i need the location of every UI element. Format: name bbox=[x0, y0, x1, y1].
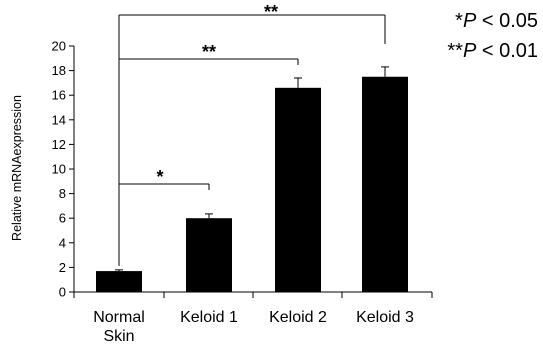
significance-marker: ** bbox=[202, 42, 216, 62]
y-tick-label: 0 bbox=[59, 285, 66, 300]
bar bbox=[96, 271, 142, 292]
significance-marker: * bbox=[156, 167, 163, 187]
y-tick-label: 4 bbox=[59, 235, 66, 250]
bar bbox=[275, 87, 321, 292]
legend-p-symbol: P bbox=[463, 10, 477, 32]
x-category-label: Keloid 2 bbox=[269, 309, 327, 326]
y-tick-label: 12 bbox=[52, 137, 66, 152]
bar bbox=[186, 218, 232, 292]
significance-marker: ** bbox=[264, 2, 278, 22]
legend-threshold: < 0.01 bbox=[476, 40, 538, 62]
y-tick-label: 6 bbox=[59, 211, 66, 226]
legend-entry: *P < 0.05 bbox=[455, 10, 538, 32]
legend-threshold: < 0.05 bbox=[476, 10, 538, 32]
y-tick-label: 8 bbox=[59, 186, 66, 201]
legend-stars: * bbox=[455, 10, 463, 32]
legend-entry: **P < 0.01 bbox=[447, 40, 538, 62]
y-tick-label: 20 bbox=[52, 39, 66, 54]
y-tick-label: 2 bbox=[59, 260, 66, 275]
x-category-label: Keloid 1 bbox=[180, 309, 238, 326]
bar bbox=[362, 76, 408, 292]
x-category-label: Skin bbox=[103, 328, 134, 345]
plot-area: 0 2 4 6 8 10 12 14 16 18 20 Normal Skin Keloid 1 Keloi… bbox=[52, 2, 433, 345]
x-category-label: Keloid 3 bbox=[356, 309, 414, 326]
y-tick-label: 10 bbox=[52, 162, 66, 177]
significance-legend: *P < 0.05 **P < 0.01 bbox=[447, 10, 538, 62]
y-tick-label: 16 bbox=[52, 88, 66, 103]
legend-p-symbol: P bbox=[463, 40, 477, 62]
x-category-label: Normal bbox=[93, 309, 145, 326]
legend-stars: ** bbox=[447, 40, 463, 62]
y-tick-label: 18 bbox=[52, 63, 66, 78]
y-axis-title: Relative mRNAexpression bbox=[10, 95, 24, 241]
y-tick-label: 14 bbox=[52, 112, 66, 127]
